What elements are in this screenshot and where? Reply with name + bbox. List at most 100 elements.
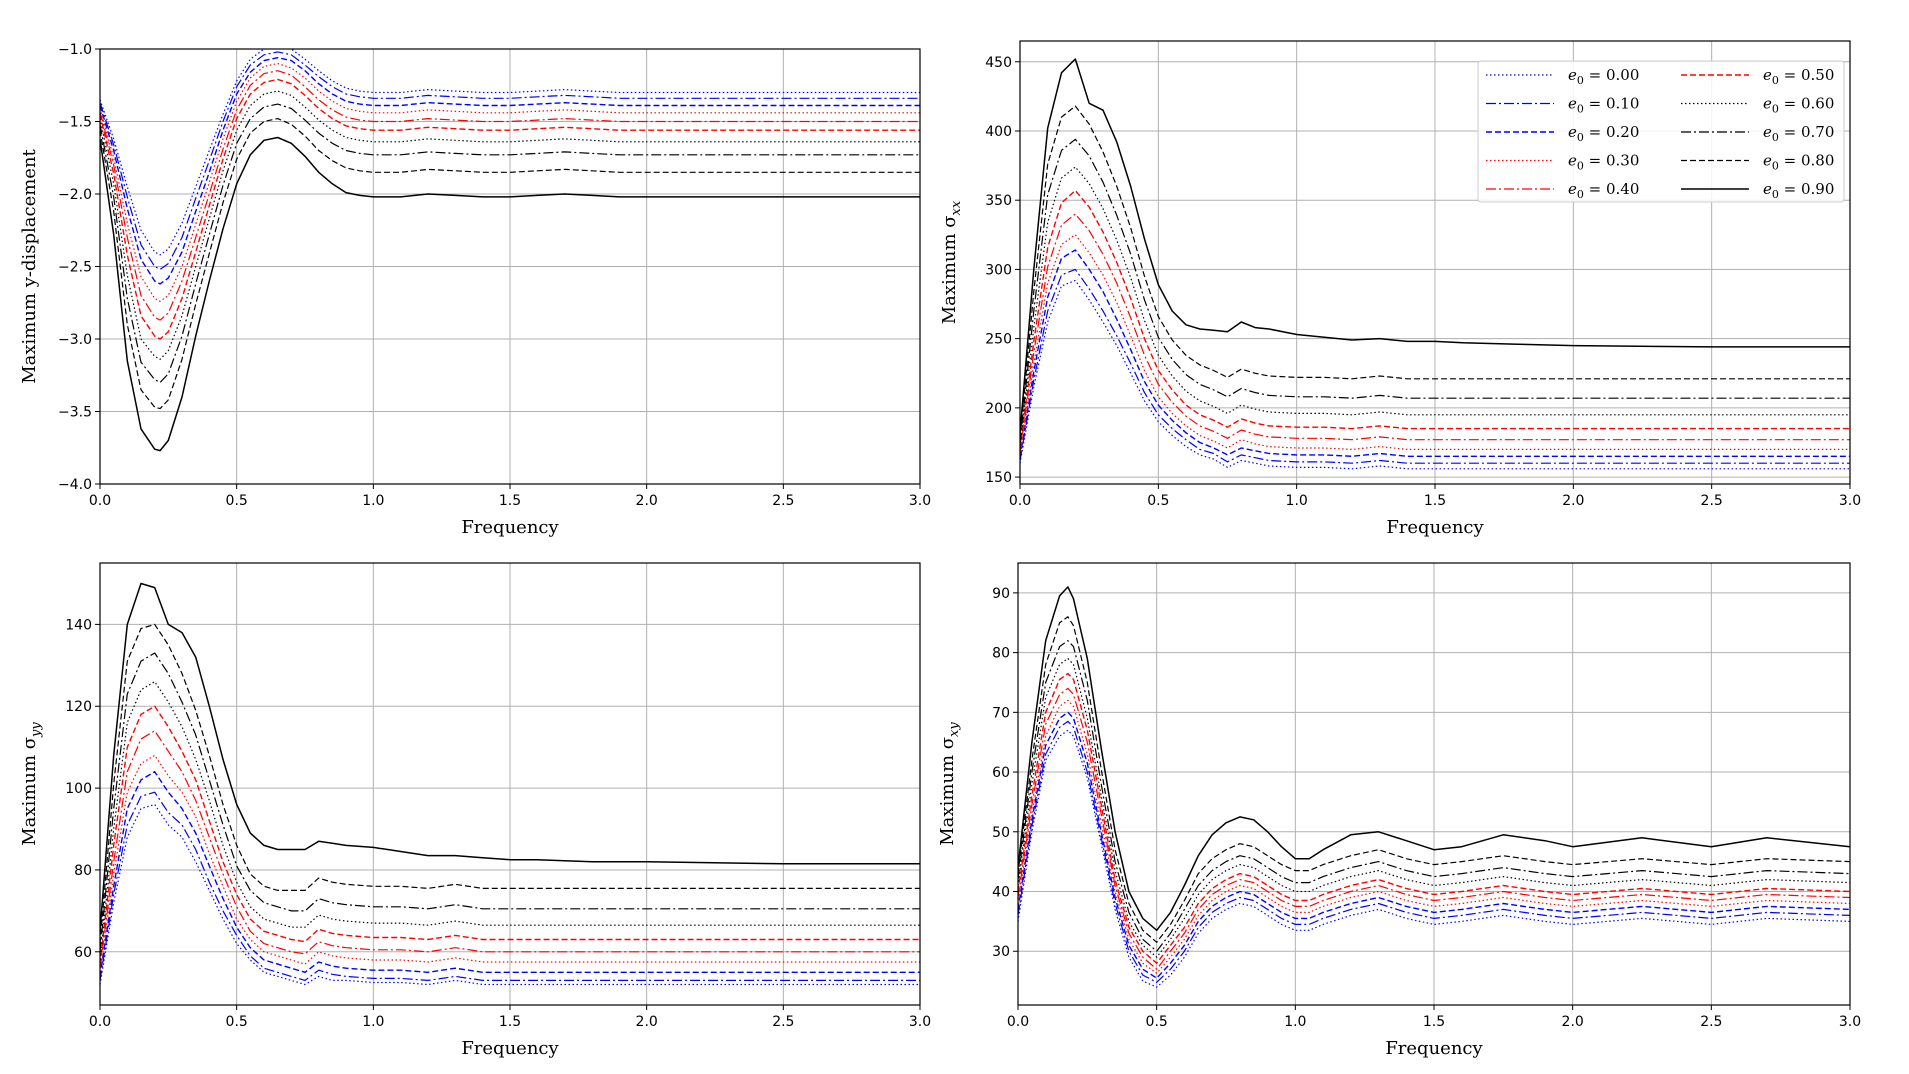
- y-tick-label: 450: [985, 55, 1012, 71]
- y-tick-label: −3.5: [58, 405, 92, 421]
- series-line-2: [100, 57, 920, 285]
- y-tick-label: 200: [985, 401, 1012, 417]
- y-axis-label: Maximum σxx: [939, 200, 964, 324]
- series-line-1: [100, 791, 920, 981]
- panel-y-displacement: 0.0 0.5 1.0 1.5 2.0 2.5 3.0 −4.0 −3.5 −3.0 −2.5 −2.…: [19, 42, 931, 538]
- y-tick-label: 30: [992, 944, 1010, 960]
- x-tick-label: 1.0: [362, 1014, 384, 1030]
- x-tick-label: 1.5: [499, 1014, 521, 1030]
- y-tick-label: 60: [74, 945, 92, 961]
- legend-entry-label: e0 = 0.50: [1763, 66, 1834, 87]
- y-axis-label: Maximum σyy: [19, 722, 44, 846]
- series-line-2: [1018, 711, 1850, 979]
- series-line-8: [1020, 105, 1850, 439]
- x-tick-label: 2.0: [1562, 493, 1584, 509]
- x-axis-label: Frequency: [461, 517, 559, 538]
- x-tick-label: 1.0: [1286, 493, 1308, 509]
- x-tick-label: 3.0: [909, 1014, 931, 1030]
- x-tick-label: 2.0: [636, 493, 658, 509]
- y-tick-label: 250: [985, 332, 1012, 348]
- y-tick-label: 350: [985, 193, 1012, 209]
- x-tick-label: 0.0: [89, 493, 111, 509]
- x-tick-label: 1.5: [499, 493, 521, 509]
- x-tick-label: 3.0: [1839, 1014, 1861, 1030]
- x-tick-label: 0.5: [226, 1014, 248, 1030]
- series-line-0: [1020, 279, 1850, 470]
- x-axis-label: Frequency: [1385, 1038, 1483, 1059]
- x-tick-label: 0.0: [89, 1014, 111, 1030]
- legend-entry-label: e0 = 0.80: [1763, 152, 1834, 173]
- x-tick-label: 1.5: [1423, 1014, 1445, 1030]
- series-line-0: [1018, 729, 1850, 988]
- x-tick-label: 2.0: [1562, 1014, 1584, 1030]
- x-tick-label: 2.5: [1701, 493, 1723, 509]
- series-line-2: [1020, 249, 1850, 458]
- series-line-6: [100, 681, 920, 961]
- y-tick-label: 150: [985, 470, 1012, 486]
- series-line-3: [100, 62, 920, 302]
- series-line-4: [100, 730, 920, 969]
- x-tick-label: 3.0: [909, 493, 931, 509]
- x-tick-label: 1.0: [1284, 1014, 1306, 1030]
- y-tick-label: 40: [992, 885, 1010, 901]
- panel-sigma-xx: 0.0 0.5 1.0 1.5 2.0 2.5 3.0 150 200 250 300 350 400 4…: [939, 40, 1861, 538]
- y-axis-label: Maximum σxy: [937, 722, 962, 846]
- series-line-5: [1018, 672, 1850, 964]
- legend-entry-label: e0 = 0.60: [1763, 95, 1834, 116]
- series-line-2: [100, 771, 920, 977]
- y-tick-label: 120: [65, 699, 92, 715]
- x-tick-label: 2.5: [772, 493, 794, 509]
- series-line-5: [100, 705, 920, 965]
- y-tick-label: 70: [992, 705, 1010, 721]
- x-tick-label: 0.0: [1007, 1014, 1029, 1030]
- series-line-7: [100, 103, 920, 384]
- plot-frame: [99, 48, 921, 485]
- series-line-7: [1018, 640, 1850, 952]
- series-line-0: [100, 803, 920, 986]
- series-line-1: [100, 51, 920, 270]
- series-line-4: [1020, 213, 1850, 453]
- series-line-1: [1020, 268, 1850, 464]
- y-tick-label: 300: [985, 262, 1012, 278]
- plot-frame: [1019, 40, 1851, 485]
- y-tick-label: −1.5: [58, 115, 92, 131]
- x-tick-label: 0.0: [1009, 493, 1031, 509]
- x-tick-label: 3.0: [1839, 493, 1861, 509]
- y-tick-label: 80: [74, 863, 92, 879]
- legend-entry-label: e0 = 0.40: [1568, 180, 1639, 201]
- series-line-0: [100, 49, 920, 256]
- y-tick-label: 140: [65, 617, 92, 633]
- series-line-5: [100, 78, 920, 340]
- series-line-9: [100, 136, 920, 452]
- legend-entry-label: e0 = 0.20: [1568, 123, 1639, 144]
- series-line-7: [1020, 138, 1850, 443]
- x-tick-label: 2.5: [772, 1014, 794, 1030]
- series-line-8: [100, 118, 920, 410]
- series-line-1: [1018, 720, 1850, 983]
- series-line-5: [1020, 189, 1850, 450]
- legend-entry-label: e0 = 0.30: [1568, 152, 1639, 173]
- y-axis-label: Maximum y-displacement: [19, 148, 40, 383]
- x-axis-label: Frequency: [461, 1038, 559, 1059]
- x-tick-label: 0.5: [1146, 1014, 1168, 1030]
- y-tick-label: −1.0: [58, 42, 92, 58]
- y-tick-label: 100: [65, 781, 92, 797]
- legend-entry-label: e0 = 0.00: [1568, 66, 1639, 87]
- series-line-9: [1018, 586, 1850, 932]
- y-tick-label: −3.0: [58, 332, 92, 348]
- plot-frame: [1017, 562, 1851, 1006]
- panel-sigma-yy: 0.0 0.5 1.0 1.5 2.0 2.5 3.0 60 80 100 120 140 Freque…: [19, 562, 931, 1059]
- panel-sigma-xy: 0.0 0.5 1.0 1.5 2.0 2.5 3.0 30 40 50 60 70 80 90 Frequ…: [937, 562, 1861, 1059]
- series-line-9: [100, 582, 920, 932]
- x-tick-label: 2.0: [636, 1014, 658, 1030]
- y-tick-label: 400: [985, 124, 1012, 140]
- series-line-4: [1018, 687, 1850, 970]
- series-line-3: [100, 754, 920, 973]
- x-tick-label: 0.5: [226, 493, 248, 509]
- plot-frame: [99, 562, 921, 1006]
- x-tick-label: 1.0: [362, 493, 384, 509]
- x-axis-label: Frequency: [1386, 517, 1484, 538]
- series-line-9: [1020, 58, 1850, 433]
- y-tick-label: −4.0: [58, 477, 92, 493]
